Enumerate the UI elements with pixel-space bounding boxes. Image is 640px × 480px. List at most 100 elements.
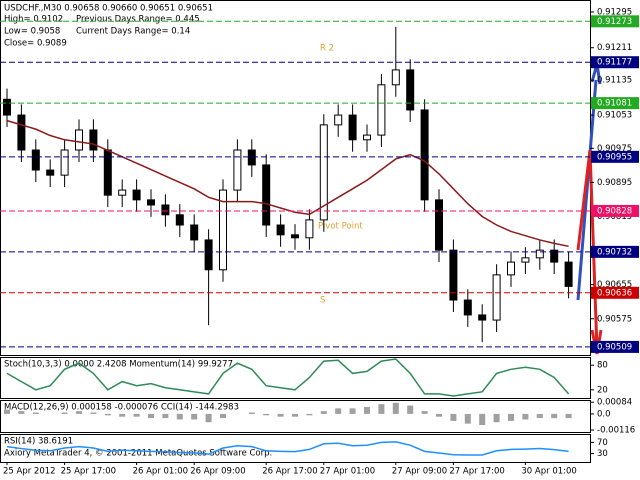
candle-body: [363, 134, 371, 141]
candle-body: [60, 149, 69, 176]
candle-body: [391, 69, 400, 86]
level-box: [591, 15, 639, 28]
candle-body: [247, 149, 256, 166]
bar: [76, 411, 82, 414]
series-line: [6, 358, 570, 397]
y-tick-label: 0.90655: [597, 280, 632, 290]
candle-body: [535, 249, 544, 259]
arrow-down: [576, 149, 603, 355]
bar: [378, 404, 385, 414]
header: High= 0.9102: [4, 15, 63, 25]
bar: [119, 413, 126, 417]
x-tick-label: 25 Apr 2012: [3, 467, 56, 477]
level-label: 0.90732: [597, 247, 632, 257]
bar: [349, 408, 356, 414]
series-line: [6, 119, 569, 248]
bar: [335, 408, 342, 414]
candle-body: [262, 164, 271, 226]
candle-body: [478, 314, 487, 321]
y-tick-label: 0.90815: [597, 212, 632, 222]
x-tick-label: 26 Apr 01:00: [133, 467, 188, 477]
bar: [18, 411, 25, 414]
level-box: [591, 204, 639, 217]
x-tick-label: 30 Apr 01:00: [521, 467, 576, 477]
x-tick-label: 26 Apr 09:00: [190, 467, 245, 477]
footer: Axiory MetaTrader 4, © 2001-2011 MetaQuo…: [4, 449, 272, 459]
bar: [162, 413, 169, 419]
bar: [407, 405, 414, 414]
panel-label: MACD(12,26,9) 0.000158 -0.000076 CCI(14)…: [4, 403, 239, 413]
y-tick-label: 80: [597, 361, 608, 371]
candle-body: [89, 129, 98, 151]
x-tick-label: 27 Apr 09:00: [392, 467, 447, 477]
x-tick-label: 25 Apr 17:00: [61, 467, 116, 477]
series-line: [6, 441, 569, 456]
candle-body: [305, 219, 314, 239]
header: Low= 0.9058: [4, 27, 60, 37]
level-label: 0.90828: [597, 206, 632, 216]
bar: [148, 413, 154, 419]
candle-body: [319, 124, 328, 221]
y-tick-label: 0.91135: [597, 76, 632, 86]
y-tick-label: 30: [597, 449, 608, 459]
bar: [508, 413, 514, 421]
candle-body: [420, 109, 429, 201]
header: Current Days Range= 0.14: [76, 27, 190, 37]
bar: [90, 412, 97, 414]
candle-body: [449, 249, 458, 301]
bar: [392, 402, 399, 414]
bar: [61, 412, 68, 414]
bar: [320, 411, 327, 414]
level-label: 0.90955: [597, 152, 632, 162]
bar: [493, 413, 500, 423]
y-tick-label: 0.90895: [597, 178, 632, 188]
candle-body: [161, 204, 170, 216]
level-label: 0.91177: [597, 58, 632, 68]
level-box: [591, 286, 639, 299]
candle-body: [3, 98, 11, 116]
candle-body: [492, 274, 501, 321]
header: Previous Days Range= 0.445: [76, 15, 200, 25]
bar: [421, 411, 428, 414]
panel-label: Stoch(10,3,3) 0.0000 2.4208 Momentum(14)…: [4, 360, 233, 370]
stoch-frame: [0, 357, 591, 399]
bar: [450, 413, 457, 421]
level-label: 0.90509: [597, 342, 632, 352]
bar: [176, 413, 183, 420]
bar: [522, 413, 529, 420]
panel-label: RSI(14) 38.6191: [4, 437, 73, 447]
bar: [306, 413, 313, 416]
bar: [292, 413, 298, 417]
annotation: R 2: [320, 44, 334, 54]
bar: [248, 412, 255, 414]
candle-body: [132, 189, 141, 201]
candle-body: [406, 69, 415, 111]
candle-body: [276, 224, 285, 236]
bar: [205, 413, 212, 423]
candle-body: [377, 84, 386, 136]
candle-body: [348, 114, 357, 141]
bar: [536, 413, 543, 419]
level-label: 0.91081: [597, 99, 632, 109]
bar: [551, 413, 558, 419]
candle-body: [118, 189, 127, 196]
candle-body: [334, 114, 343, 126]
x-tick-label: 27 Apr 17:00: [449, 467, 504, 477]
x-tick-label: 26 Apr 17:00: [262, 467, 317, 477]
bar: [565, 413, 572, 419]
x-tick-label: 27 Apr 01:00: [320, 467, 375, 477]
candle-body: [233, 149, 242, 191]
bar: [4, 409, 10, 414]
candle-body: [521, 257, 530, 263]
y-tick-label: -0.00116: [597, 426, 635, 436]
y-tick-label: 0.91053: [597, 111, 632, 121]
candle-body: [219, 189, 227, 271]
bar: [220, 413, 226, 419]
bar: [104, 413, 111, 416]
bar: [464, 413, 471, 424]
y-tick-label: 0.90975: [597, 144, 632, 154]
header: Close= 0.9089: [4, 39, 67, 49]
rsi-frame: [0, 434, 591, 463]
candle-body: [204, 239, 213, 271]
